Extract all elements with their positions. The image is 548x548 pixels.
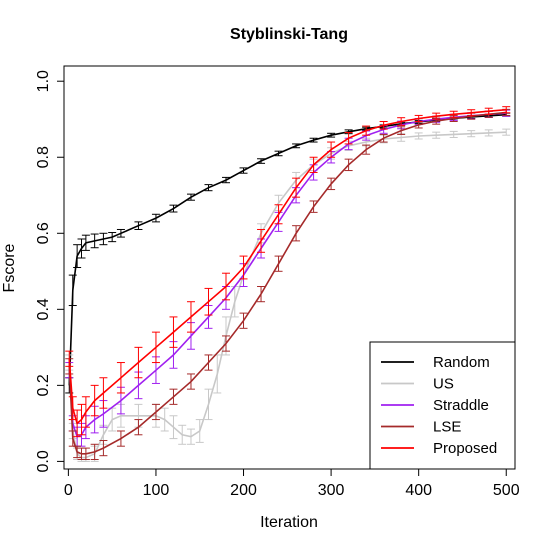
- chart-title: Styblinski-Tang: [230, 26, 348, 43]
- legend-item-random: Random: [381, 354, 490, 371]
- series-line-lse: [68, 111, 507, 455]
- legend-label: Random: [433, 354, 490, 371]
- x-tick-label: 0: [64, 482, 73, 499]
- x-tick-label: 200: [230, 482, 257, 499]
- y-tick-label: 0.2: [35, 374, 52, 396]
- legend: Random US Straddle LSE Proposed: [369, 341, 516, 470]
- x-tick-label: 100: [143, 482, 170, 499]
- legend-label: LSE: [433, 419, 461, 436]
- y-axis: 0.0 0.2 0.4 0.6 0.8 1.0: [35, 70, 64, 473]
- x-axis-label: Iteration: [260, 514, 318, 531]
- error-bar-proposed: [502, 106, 511, 114]
- legend-item-lse: LSE: [381, 419, 461, 436]
- series-layer: [65, 106, 511, 462]
- error-bar-us: [502, 128, 511, 136]
- legend-label: Straddle: [433, 397, 489, 414]
- x-tick-label: 500: [493, 482, 520, 499]
- y-tick-label: 0.8: [35, 146, 52, 168]
- y-tick-label: 0.4: [35, 298, 52, 320]
- y-axis-label: Fscore: [1, 243, 18, 292]
- y-tick-label: 0.0: [35, 450, 52, 472]
- y-tick-label: 0.6: [35, 222, 52, 244]
- legend-label: US: [433, 376, 454, 393]
- series-proposed: [65, 106, 511, 438]
- x-tick-label: 400: [405, 482, 432, 499]
- series-line-us: [68, 131, 507, 459]
- plot-frame: [63, 65, 516, 470]
- legend-item-straddle: Straddle: [381, 397, 489, 414]
- legend-item-us: US: [381, 376, 454, 393]
- series-line-proposed: [68, 108, 507, 425]
- plot-area: [63, 65, 516, 470]
- x-axis: 0 100 200 300 400 500: [64, 469, 520, 499]
- legend-item-proposed: Proposed: [381, 440, 497, 457]
- legend-label: Proposed: [433, 440, 497, 457]
- y-tick-label: 1.0: [35, 70, 52, 92]
- x-tick-label: 300: [318, 482, 345, 499]
